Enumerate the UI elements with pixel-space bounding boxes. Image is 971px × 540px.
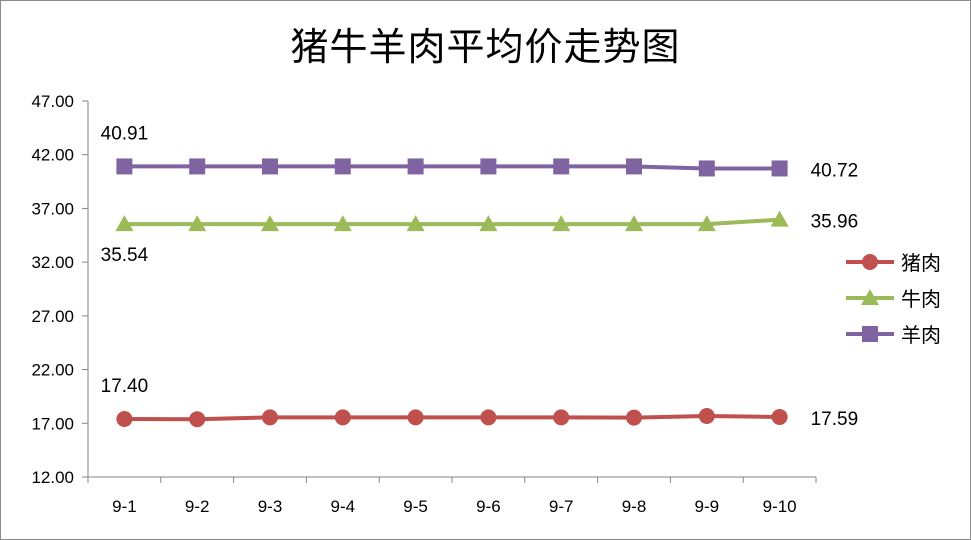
data-point — [407, 409, 424, 426]
data-point — [115, 215, 134, 232]
data-point — [479, 215, 498, 232]
x-tick-label: 9-3 — [258, 497, 283, 516]
series-line — [124, 217, 780, 227]
y-tick-label: 42.00 — [31, 146, 74, 165]
series-2 — [115, 210, 789, 232]
x-tick-label: 9-1 — [112, 497, 137, 516]
data-point — [333, 215, 352, 232]
y-tick-label: 37.00 — [31, 199, 74, 218]
data-point — [552, 215, 571, 232]
data-point — [770, 210, 789, 227]
legend-item: 牛肉 — [846, 288, 941, 311]
data-point — [698, 407, 715, 424]
data-point — [116, 410, 133, 427]
legend-label: 猪肉 — [901, 252, 941, 275]
y-tick-label: 47.00 — [31, 92, 74, 111]
data-point — [480, 158, 497, 175]
data-labels: 40.91 40.72 35.54 35.96 17.40 17.59 — [101, 123, 859, 430]
data-label: 35.96 — [811, 212, 859, 233]
data-point — [262, 158, 278, 175]
legend-label: 牛肉 — [901, 288, 941, 311]
data-point — [407, 158, 424, 175]
data-label: 17.59 — [811, 409, 859, 430]
series-line — [124, 413, 780, 422]
data-label: 35.54 — [101, 245, 149, 266]
data-point — [626, 158, 642, 175]
data-point — [771, 408, 788, 425]
y-tick-label: 12.00 — [31, 468, 74, 487]
legend-item: 羊肉 — [846, 324, 941, 347]
data-point — [334, 158, 351, 175]
series-3 — [116, 158, 788, 177]
legend-marker — [862, 326, 878, 342]
data-point — [189, 158, 206, 175]
y-tick-label: 17.00 — [31, 414, 74, 433]
data-label: 17.40 — [101, 376, 149, 397]
y-tick-label: 22.00 — [31, 361, 74, 380]
data-point — [116, 158, 133, 175]
x-tick-label: 9-2 — [185, 497, 210, 516]
legend-label: 羊肉 — [901, 324, 941, 347]
data-point — [553, 158, 570, 175]
axes: 12.00 17.00 22.00 27.00 32.00 37.00 42.00 47.00… — [31, 92, 817, 516]
data-point — [406, 215, 425, 232]
series-line — [124, 164, 780, 171]
data-point — [261, 215, 279, 232]
data-point — [553, 409, 570, 426]
data-label: 40.72 — [811, 160, 859, 181]
data-point — [334, 409, 351, 426]
legend-marker — [861, 289, 879, 305]
data-point — [697, 215, 716, 232]
data-point — [189, 411, 206, 428]
legend-item: 猪肉 — [846, 252, 941, 275]
x-tick-label: 9-8 — [622, 497, 647, 516]
x-tick-label: 9-4 — [331, 497, 356, 516]
data-point — [626, 409, 642, 426]
y-tick-label: 27.00 — [31, 307, 74, 326]
x-tick-label: 9-5 — [403, 497, 428, 516]
x-tick-label: 9-7 — [549, 497, 574, 516]
series-layer — [115, 158, 789, 428]
data-point — [625, 215, 643, 232]
data-point — [698, 160, 715, 177]
data-point — [771, 160, 788, 177]
y-tick-label: 32.00 — [31, 253, 74, 272]
legend-marker — [862, 254, 878, 270]
data-point — [262, 409, 278, 426]
x-tick-label: 9-6 — [476, 497, 501, 516]
series-1 — [116, 407, 788, 428]
x-tick-label: 9-10 — [763, 497, 797, 516]
chart-title: 猪牛羊肉平均价走势图 — [290, 25, 681, 69]
data-point — [188, 215, 207, 232]
data-label: 40.91 — [101, 123, 149, 144]
data-point — [480, 409, 497, 426]
x-tick-label: 9-9 — [695, 497, 720, 516]
